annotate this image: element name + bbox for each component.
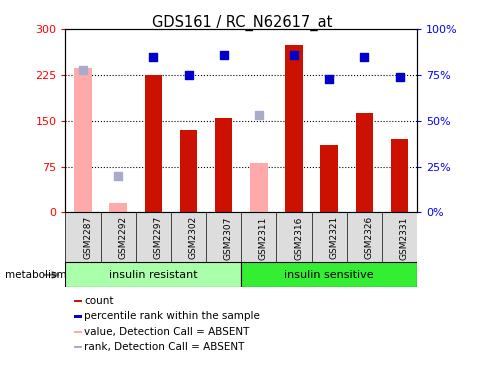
Point: [149, 54, 157, 60]
Point: [395, 74, 403, 80]
Text: GSM2311: GSM2311: [258, 216, 267, 259]
Bar: [320, 145, 337, 212]
Text: metabolism: metabolism: [5, 270, 66, 280]
Text: GSM2307: GSM2307: [223, 216, 232, 259]
Point: [360, 54, 367, 60]
Text: percentile rank within the sample: percentile rank within the sample: [84, 311, 259, 321]
Bar: [355, 113, 372, 212]
Text: insulin sensitive: insulin sensitive: [284, 270, 373, 280]
Bar: [74, 68, 91, 212]
Bar: [180, 130, 197, 212]
Bar: [241, 262, 416, 287]
Text: GSM2321: GSM2321: [329, 216, 337, 259]
Bar: [250, 164, 267, 212]
Point: [114, 173, 122, 179]
Text: GSM2331: GSM2331: [399, 216, 408, 259]
Text: insulin resistant: insulin resistant: [109, 270, 197, 280]
Text: GSM2326: GSM2326: [363, 216, 373, 259]
Text: rank, Detection Call = ABSENT: rank, Detection Call = ABSENT: [84, 342, 244, 352]
Bar: [285, 45, 302, 212]
Text: GSM2297: GSM2297: [153, 216, 162, 259]
Text: count: count: [84, 296, 113, 306]
Bar: [74, 346, 82, 348]
Bar: [74, 300, 82, 302]
Point: [289, 52, 297, 58]
Text: GSM2287: GSM2287: [83, 216, 92, 259]
Text: GDS161 / RC_N62617_at: GDS161 / RC_N62617_at: [152, 15, 332, 31]
Text: GSM2316: GSM2316: [293, 216, 302, 259]
Point: [184, 72, 192, 78]
Bar: [74, 330, 82, 333]
Point: [325, 76, 333, 82]
Point: [79, 67, 87, 72]
Point: [255, 112, 262, 118]
Bar: [214, 118, 232, 212]
Bar: [74, 315, 82, 318]
Bar: [109, 203, 127, 212]
Text: GSM2302: GSM2302: [188, 216, 197, 259]
Text: GSM2292: GSM2292: [118, 216, 127, 259]
Point: [219, 52, 227, 58]
Bar: [144, 75, 162, 212]
Bar: [390, 139, 408, 212]
Bar: [65, 262, 241, 287]
Text: value, Detection Call = ABSENT: value, Detection Call = ABSENT: [84, 327, 249, 337]
